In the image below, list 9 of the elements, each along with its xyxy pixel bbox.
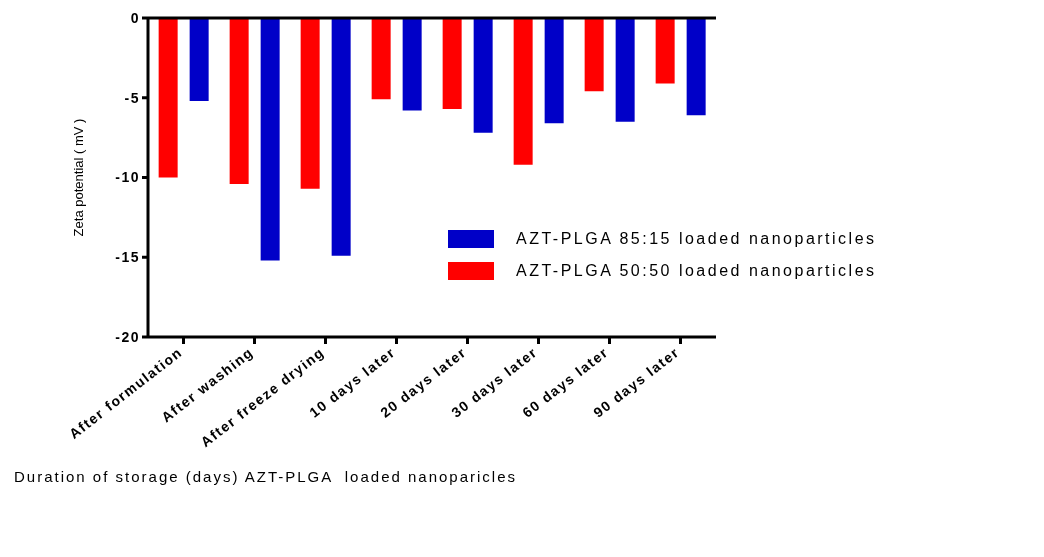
y-tick-label: 0 <box>130 9 140 26</box>
y-tick-label: -20 <box>115 328 140 345</box>
x-axis-title: Duration of storage (days) AZT-PLGA loaded nanoparicles <box>14 468 518 485</box>
legend-label: AZT-PLGA 50:50 loaded nanoparticles <box>516 262 877 280</box>
y-tick-label: -5 <box>124 89 140 106</box>
y-tick-label: -10 <box>115 169 140 186</box>
y-tick-label: -15 <box>115 249 140 266</box>
y-axis-title: Zeta potential ( mV ) <box>70 118 86 237</box>
legend-label: AZT-PLGA 85:15 loaded nanoparticles <box>516 230 877 248</box>
